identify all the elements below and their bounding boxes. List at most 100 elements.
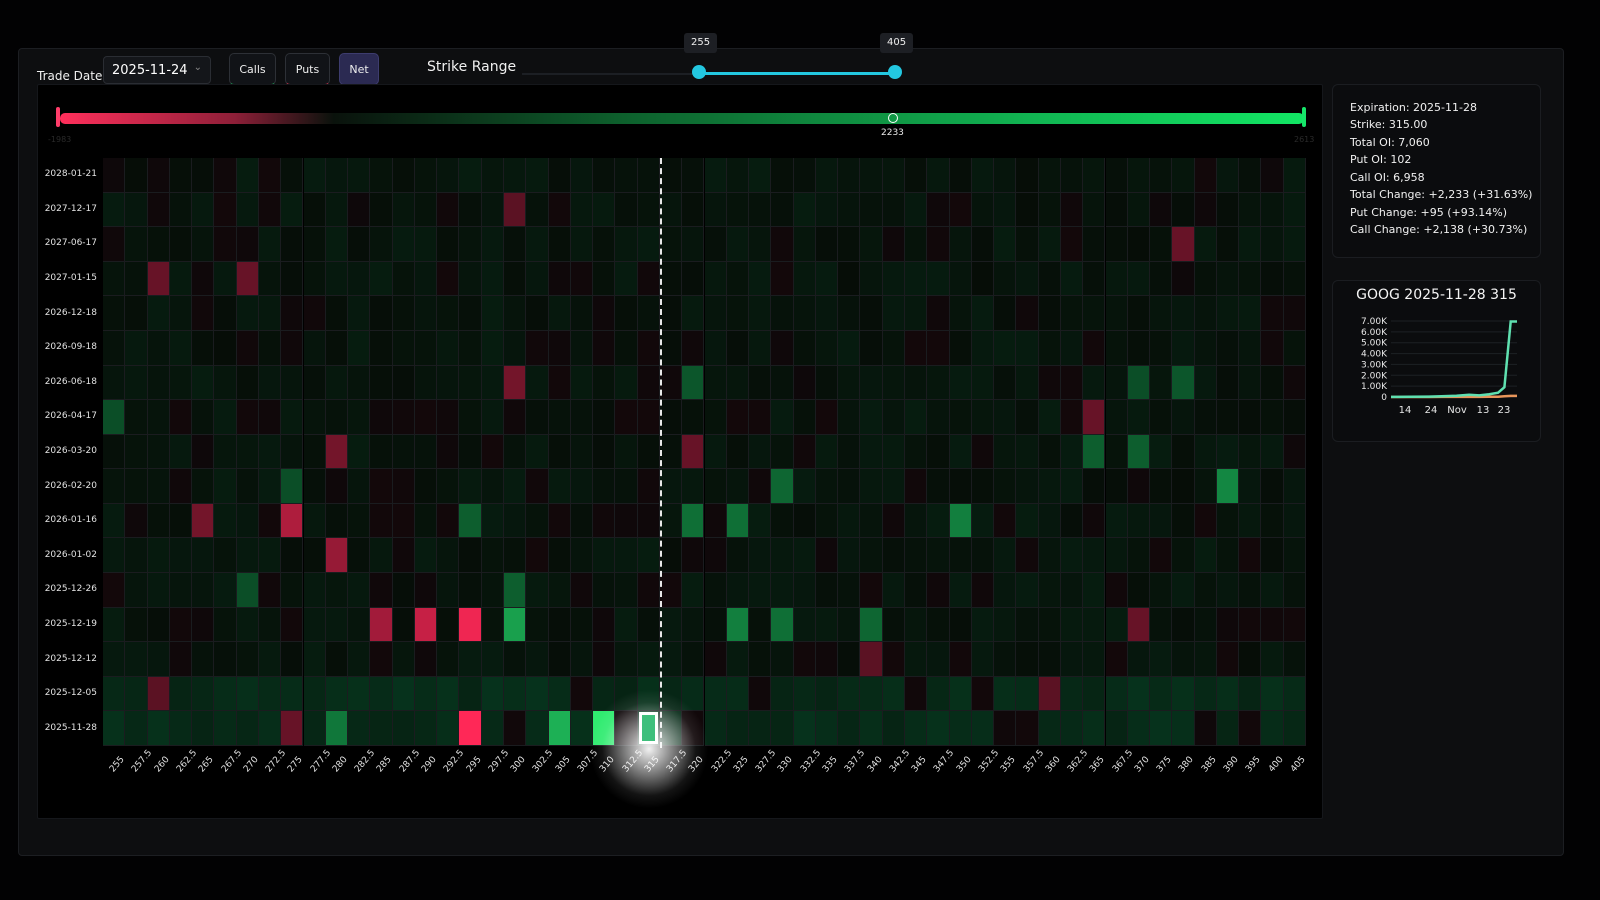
heatmap-cell[interactable]: [1261, 400, 1284, 435]
heatmap-cell[interactable]: [1127, 330, 1151, 366]
heatmap-cell[interactable]: [281, 296, 304, 331]
selected-cell[interactable]: [638, 712, 658, 744]
heatmap-cell[interactable]: [771, 296, 794, 331]
heatmap-cell[interactable]: [370, 676, 393, 712]
heatmap-cell[interactable]: [258, 434, 282, 470]
heatmap-cell[interactable]: [414, 227, 438, 262]
heatmap-cell[interactable]: [615, 227, 638, 262]
heatmap-cell[interactable]: [548, 469, 571, 504]
heatmap-cell[interactable]: [815, 711, 839, 746]
heatmap-cell[interactable]: [1083, 711, 1106, 746]
heatmap-cell[interactable]: [570, 330, 594, 366]
heatmap-cell[interactable]: [348, 365, 371, 401]
heatmap-cell[interactable]: [370, 296, 393, 331]
heatmap-cell[interactable]: [905, 642, 928, 677]
heatmap-cell[interactable]: [927, 400, 950, 435]
heatmap-cell[interactable]: [348, 192, 371, 228]
heatmap-cell[interactable]: [726, 400, 750, 435]
heatmap-cell[interactable]: [1239, 434, 1262, 470]
heatmap-cell[interactable]: [147, 434, 170, 470]
heatmap-cell[interactable]: [682, 227, 705, 262]
heatmap-cell[interactable]: [1038, 365, 1061, 401]
heatmap-cell[interactable]: [615, 192, 638, 228]
heatmap-cell[interactable]: [370, 330, 393, 366]
heatmap-cell[interactable]: [570, 573, 594, 608]
heatmap-cell[interactable]: [1016, 469, 1039, 504]
heatmap-cell[interactable]: [1239, 400, 1262, 435]
heatmap-cell[interactable]: [392, 330, 415, 366]
heatmap-cell[interactable]: [994, 642, 1017, 677]
heatmap-cell[interactable]: [481, 711, 504, 746]
heatmap-cell[interactable]: [348, 503, 371, 539]
heatmap-cell[interactable]: [392, 538, 415, 574]
heatmap-cell[interactable]: [414, 261, 438, 297]
heatmap-cell[interactable]: [147, 538, 170, 574]
heatmap-cell[interactable]: [459, 261, 482, 297]
heatmap-cell[interactable]: [882, 158, 905, 193]
heatmap-cell[interactable]: [459, 227, 482, 262]
heatmap-cell[interactable]: [949, 711, 972, 746]
heatmap-cell[interactable]: [548, 330, 571, 366]
heatmap-cell[interactable]: [1083, 158, 1106, 193]
heatmap-cell[interactable]: [526, 296, 549, 331]
heatmap-cell[interactable]: [125, 538, 148, 574]
heatmap-cell[interactable]: [526, 261, 549, 297]
heatmap-cell[interactable]: [882, 400, 905, 435]
heatmap-cell[interactable]: [570, 503, 594, 539]
heatmap-cell[interactable]: [682, 261, 705, 297]
heatmap-cell[interactable]: [1127, 538, 1151, 574]
heatmap-cell[interactable]: [815, 296, 839, 331]
heatmap-cell[interactable]: [882, 296, 905, 331]
heatmap-cell[interactable]: [838, 503, 861, 539]
heatmap-cell[interactable]: [971, 642, 995, 677]
heatmap-cell[interactable]: [303, 261, 326, 297]
heatmap-cell[interactable]: [103, 538, 126, 574]
heatmap-cell[interactable]: [1150, 400, 1173, 435]
heatmap-cell[interactable]: [971, 434, 995, 470]
heatmap-cell[interactable]: [994, 400, 1017, 435]
heatmap-cell[interactable]: [659, 642, 683, 677]
heatmap-cell[interactable]: [1060, 503, 1084, 539]
heatmap-cell[interactable]: [726, 607, 750, 643]
heatmap-cell[interactable]: [169, 711, 193, 746]
heatmap-cell[interactable]: [905, 434, 928, 470]
heatmap-cell[interactable]: [504, 400, 527, 435]
heatmap-cell[interactable]: [593, 400, 616, 435]
heatmap-cell[interactable]: [927, 573, 950, 608]
heatmap-cell[interactable]: [1038, 158, 1061, 193]
heatmap-cell[interactable]: [882, 573, 905, 608]
heatmap-cell[interactable]: [147, 261, 170, 297]
heatmap-cell[interactable]: [414, 469, 438, 504]
heatmap-cell[interactable]: [1150, 192, 1173, 228]
heatmap-cell[interactable]: [1216, 676, 1240, 712]
heatmap-cell[interactable]: [570, 365, 594, 401]
heatmap-cell[interactable]: [793, 192, 816, 228]
heatmap-cell[interactable]: [1172, 573, 1195, 608]
heatmap-cell[interactable]: [214, 503, 237, 539]
heatmap-cell[interactable]: [1194, 711, 1217, 746]
heatmap-cell[interactable]: [437, 573, 460, 608]
heatmap-cell[interactable]: [1172, 158, 1195, 193]
heatmap-cell[interactable]: [414, 330, 438, 366]
heatmap-cell[interactable]: [1060, 227, 1084, 262]
heatmap-cell[interactable]: [704, 158, 727, 193]
heatmap-cell[interactable]: [1172, 503, 1195, 539]
heatmap-cell[interactable]: [593, 227, 616, 262]
heatmap-cell[interactable]: [103, 158, 126, 193]
heatmap-cell[interactable]: [971, 400, 995, 435]
heatmap-cell[interactable]: [236, 573, 259, 608]
heatmap-cell[interactable]: [971, 192, 995, 228]
heatmap-cell[interactable]: [548, 573, 571, 608]
heatmap-cell[interactable]: [214, 573, 237, 608]
heatmap-cell[interactable]: [258, 503, 282, 539]
heatmap-cell[interactable]: [1038, 192, 1061, 228]
heatmap-cell[interactable]: [682, 296, 705, 331]
heatmap-cell[interactable]: [192, 296, 215, 331]
heatmap-cell[interactable]: [838, 642, 861, 677]
puts-toggle-button[interactable]: Puts: [285, 53, 330, 85]
heatmap-cell[interactable]: [1016, 434, 1039, 470]
heatmap-cell[interactable]: [103, 227, 126, 262]
heatmap-cell[interactable]: [348, 676, 371, 712]
heatmap-cell[interactable]: [1038, 538, 1061, 574]
heatmap-cell[interactable]: [994, 261, 1017, 297]
